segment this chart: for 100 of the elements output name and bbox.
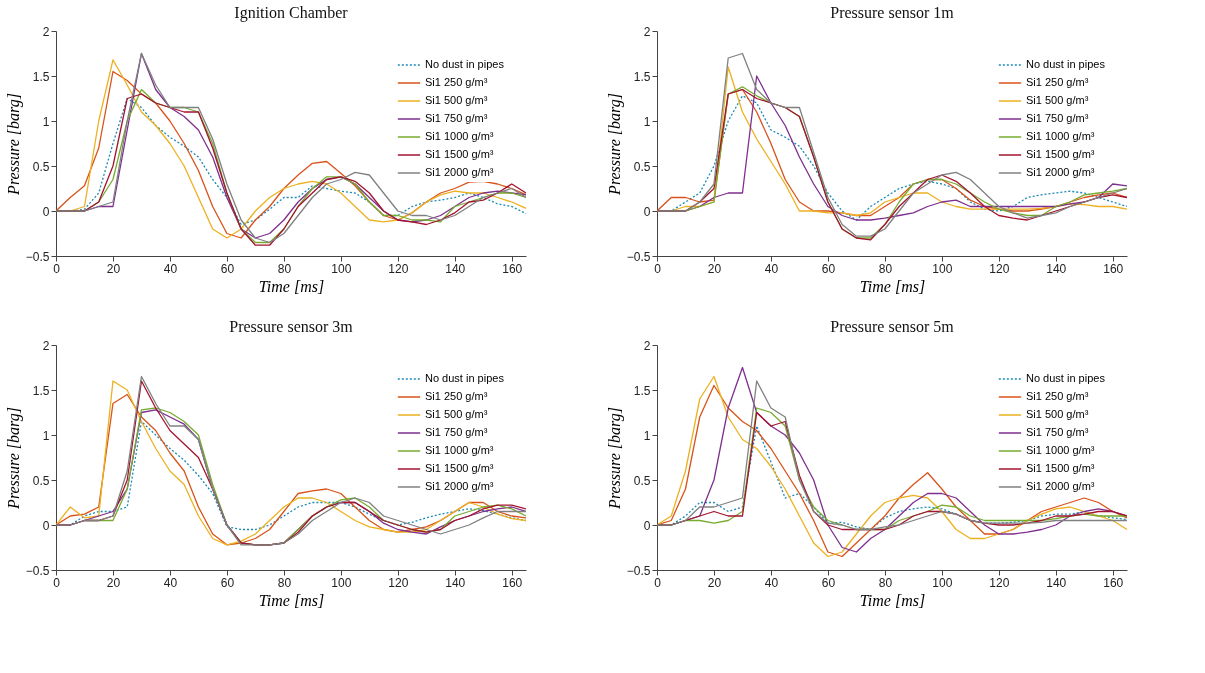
legend-label: Si1 2000 g/m³: [425, 166, 494, 178]
x-tick-label: 80: [878, 575, 893, 590]
legend-label: Si1 500 g/m³: [425, 408, 488, 420]
legend-label: Si1 500 g/m³: [1026, 94, 1089, 106]
x-tick-label: 40: [764, 575, 779, 590]
legend-label: Si1 1000 g/m³: [425, 130, 494, 142]
x-tick-label: 120: [989, 575, 1010, 590]
legend-label: Si1 500 g/m³: [425, 94, 488, 106]
x-tick-label: 40: [764, 261, 779, 276]
x-tick-label: 20: [707, 575, 722, 590]
x-tick-label: 120: [989, 261, 1010, 276]
x-tick-label: 20: [106, 575, 121, 590]
y-tick-label: 2: [643, 338, 651, 353]
x-axis-title: Time [ms]: [258, 591, 325, 609]
chart-title: Pressure sensor 5m: [830, 318, 955, 335]
x-tick-label: 140: [1046, 261, 1067, 276]
chart-title: Pressure sensor 1m: [830, 4, 955, 21]
legend-label: Si1 1000 g/m³: [1026, 130, 1095, 142]
legend-label: Si1 1000 g/m³: [425, 444, 494, 456]
y-axis-title: Pressure [barg]: [4, 407, 23, 510]
legend-label: Si1 1500 g/m³: [425, 148, 494, 160]
y-tick-label: 2: [42, 24, 50, 39]
x-tick-label: 100: [932, 261, 953, 276]
x-tick-label: 160: [1103, 261, 1124, 276]
y-tick-label: 1.5: [633, 383, 651, 398]
x-tick-label: 100: [331, 575, 352, 590]
x-axis-title: Time [ms]: [859, 591, 926, 609]
legend-label: Si1 750 g/m³: [1026, 426, 1089, 438]
legend-label: No dust in pipes: [1026, 372, 1106, 384]
x-tick-label: 160: [1103, 575, 1124, 590]
legend-label: Si1 500 g/m³: [1026, 408, 1089, 420]
line-series: [657, 52, 1127, 237]
x-tick-label: 140: [445, 261, 466, 276]
y-tick-label: 0.5: [633, 473, 651, 488]
y-tick-label: −0.5: [25, 563, 50, 578]
legend-label: Si1 750 g/m³: [425, 112, 488, 124]
legend-label: Si1 750 g/m³: [425, 426, 488, 438]
x-tick-label: 60: [821, 261, 836, 276]
legend-label: Si1 750 g/m³: [1026, 112, 1089, 124]
legend-label: Si1 2000 g/m³: [1026, 166, 1095, 178]
y-axis-title: Pressure [barg]: [4, 93, 23, 196]
legend-label: No dust in pipes: [1026, 58, 1106, 70]
y-tick-label: −0.5: [25, 249, 50, 264]
legend-label: Si1 1500 g/m³: [425, 462, 494, 474]
y-tick-label: −0.5: [626, 249, 651, 264]
y-tick-label: 1.5: [633, 69, 651, 84]
y-tick-label: 0: [42, 518, 50, 533]
chart-title: Pressure sensor 3m: [229, 318, 354, 335]
x-tick-label: 140: [1046, 575, 1067, 590]
legend-label: Si1 1500 g/m³: [1026, 148, 1095, 160]
y-tick-label: 0.5: [32, 159, 50, 174]
x-tick-label: 80: [277, 575, 292, 590]
x-tick-label: 40: [163, 575, 178, 590]
x-tick-label: 140: [445, 575, 466, 590]
x-tick-label: 120: [388, 261, 409, 276]
y-tick-label: 1: [643, 114, 651, 129]
x-tick-label: 0: [654, 575, 662, 590]
y-tick-label: 0: [42, 204, 50, 219]
x-tick-label: 20: [106, 261, 121, 276]
legend-label: Si1 250 g/m³: [1026, 76, 1089, 88]
y-tick-label: 1: [643, 428, 651, 443]
x-axis-title: Time [ms]: [258, 277, 325, 295]
x-tick-label: 120: [388, 575, 409, 590]
legend-label: Si1 1000 g/m³: [1026, 444, 1095, 456]
legend-label: Si1 250 g/m³: [425, 76, 488, 88]
legend-label: Si1 250 g/m³: [425, 390, 488, 402]
x-tick-label: 0: [53, 261, 61, 276]
y-tick-label: 0.5: [32, 473, 50, 488]
x-tick-label: 0: [654, 261, 662, 276]
y-tick-label: 0: [643, 204, 651, 219]
legend-label: No dust in pipes: [425, 58, 505, 70]
x-tick-label: 160: [502, 261, 523, 276]
x-tick-label: 20: [707, 261, 722, 276]
x-tick-label: 80: [878, 261, 893, 276]
x-tick-label: 60: [220, 261, 235, 276]
y-axis-title: Pressure [barg]: [605, 93, 624, 196]
legend-label: Si1 1500 g/m³: [1026, 462, 1095, 474]
y-tick-label: 2: [42, 338, 50, 353]
x-tick-label: 40: [163, 261, 178, 276]
y-tick-label: −0.5: [626, 563, 651, 578]
y-tick-label: 2: [643, 24, 651, 39]
legend-label: Si1 2000 g/m³: [425, 480, 494, 492]
legend-label: No dust in pipes: [425, 372, 505, 384]
y-tick-label: 1: [42, 114, 50, 129]
y-tick-label: 1: [42, 428, 50, 443]
x-tick-label: 0: [53, 575, 61, 590]
y-tick-label: 0: [643, 518, 651, 533]
x-tick-label: 100: [932, 575, 953, 590]
x-tick-label: 60: [821, 575, 836, 590]
x-tick-label: 160: [502, 575, 523, 590]
legend-label: Si1 2000 g/m³: [1026, 480, 1095, 492]
y-tick-label: 1.5: [32, 383, 50, 398]
x-tick-label: 80: [277, 261, 292, 276]
chart-title: Ignition Chamber: [234, 4, 349, 22]
x-axis-title: Time [ms]: [859, 277, 926, 295]
y-tick-label: 1.5: [32, 69, 50, 84]
x-tick-label: 60: [220, 575, 235, 590]
legend-label: Si1 250 g/m³: [1026, 390, 1089, 402]
y-axis-title: Pressure [barg]: [605, 407, 624, 510]
x-tick-label: 100: [331, 261, 352, 276]
